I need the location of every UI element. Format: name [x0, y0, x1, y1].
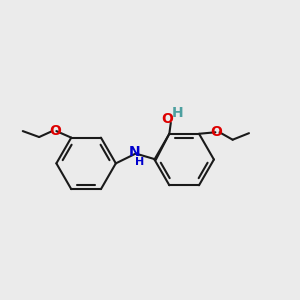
Text: O: O	[161, 112, 173, 126]
Text: H: H	[135, 158, 144, 167]
Text: O: O	[49, 124, 61, 137]
Text: N: N	[128, 145, 140, 159]
Text: O: O	[210, 125, 222, 139]
Text: H: H	[172, 106, 183, 120]
